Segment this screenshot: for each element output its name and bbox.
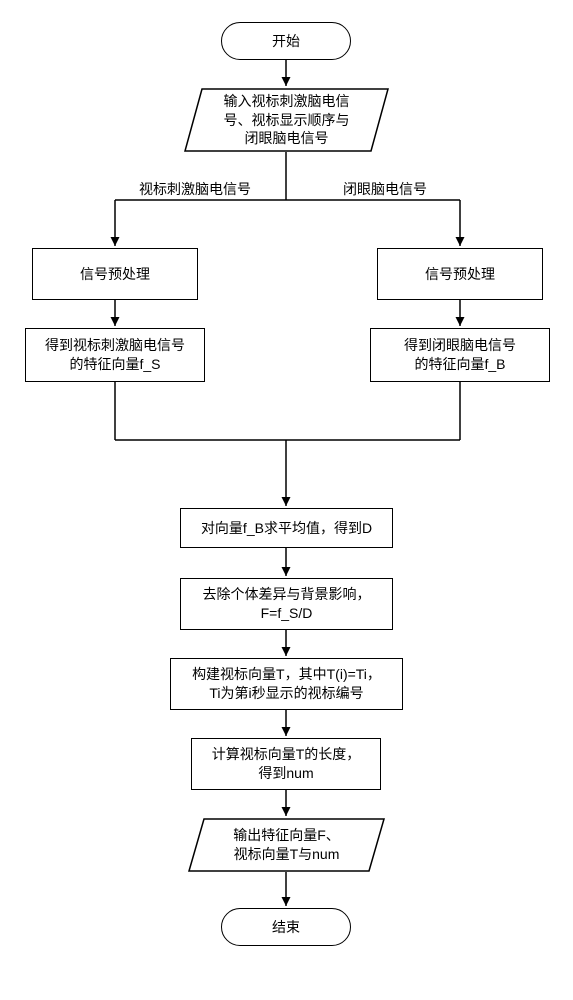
right-preprocess-label: 信号预处理 (425, 265, 495, 284)
output-label: 输出特征向量F、 视标向量T与num (233, 826, 340, 864)
left-preprocess-node: 信号预处理 (32, 248, 198, 300)
right-preprocess-node: 信号预处理 (377, 248, 543, 300)
end-node: 结束 (221, 908, 351, 946)
input-node: 输入视标刺激脑电信 号、视标显示顺序与 闭眼脑电信号 (184, 88, 389, 152)
start-label: 开始 (272, 32, 300, 51)
left-feature-label: 得到视标刺激脑电信号 的特征向量f_S (45, 336, 185, 374)
right-feature-label: 得到闭眼脑电信号 的特征向量f_B (404, 336, 516, 374)
build-t-label: 构建视标向量T，其中T(i)=Ti， Ti为第i秒显示的视标编号 (192, 665, 381, 703)
input-label: 输入视标刺激脑电信 号、视标显示顺序与 闭眼脑电信号 (224, 92, 350, 149)
right-feature-node: 得到闭眼脑电信号 的特征向量f_B (370, 328, 550, 382)
compute-num-label: 计算视标向量T的长度， 得到num (212, 745, 361, 783)
output-node: 输出特征向量F、 视标向量T与num (188, 818, 385, 872)
average-label: 对向量f_B求平均值，得到D (201, 519, 372, 538)
average-node: 对向量f_B求平均值，得到D (180, 508, 393, 548)
build-t-node: 构建视标向量T，其中T(i)=Ti， Ti为第i秒显示的视标编号 (170, 658, 403, 710)
left-feature-node: 得到视标刺激脑电信号 的特征向量f_S (25, 328, 205, 382)
end-label: 结束 (272, 918, 300, 937)
compute-num-node: 计算视标向量T的长度， 得到num (191, 738, 381, 790)
start-node: 开始 (221, 22, 351, 60)
left-preprocess-label: 信号预处理 (80, 265, 150, 284)
normalize-label: 去除个体差异与背景影响， F=f_S/D (203, 585, 371, 623)
branch-right-label: 闭眼脑电信号 (320, 180, 450, 198)
branch-left-label: 视标刺激脑电信号 (120, 180, 270, 198)
normalize-node: 去除个体差异与背景影响， F=f_S/D (180, 578, 393, 630)
